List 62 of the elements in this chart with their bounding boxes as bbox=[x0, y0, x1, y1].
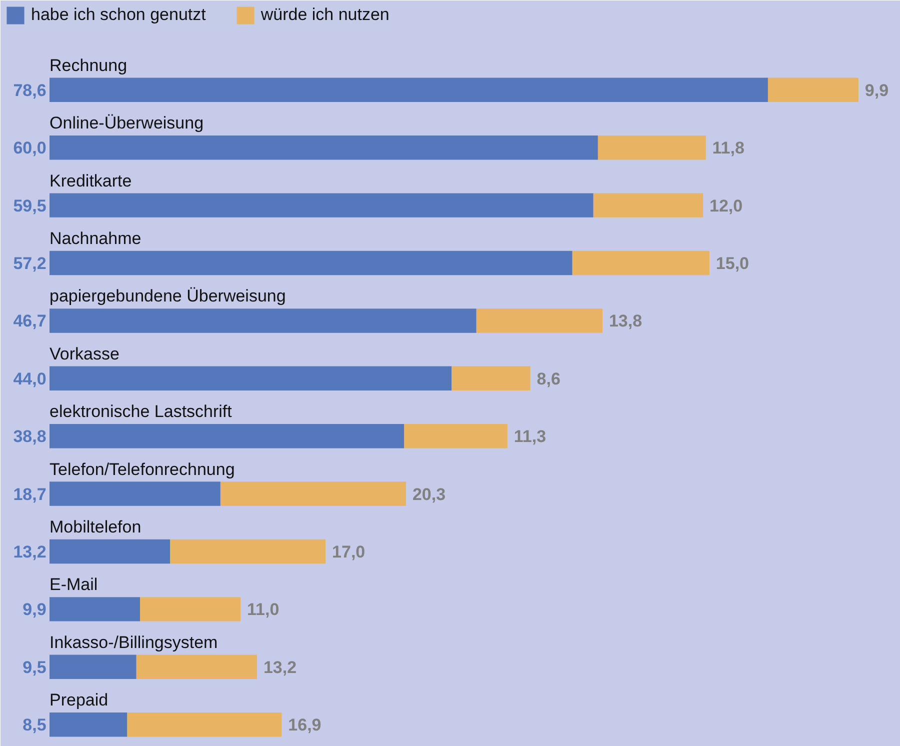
y-tick-label: Telefon/Telefonrechnung bbox=[50, 460, 235, 479]
legend-label: habe ich schon genutzt bbox=[31, 5, 206, 25]
data-label: 13,8 bbox=[608, 312, 642, 331]
data-label: 11,8 bbox=[712, 138, 744, 158]
data-label: 44,0 bbox=[13, 369, 46, 388]
data-label: 78,6 bbox=[13, 80, 46, 100]
data-label: 16,9 bbox=[288, 716, 322, 735]
data-label: 17,0 bbox=[332, 542, 366, 562]
y-tick-label: Inkasso-/Billingsystem bbox=[50, 632, 218, 652]
y-tick-label: Online-Überweisung bbox=[50, 114, 204, 133]
bar bbox=[50, 136, 598, 160]
data-label: 57,2 bbox=[13, 254, 46, 274]
bar bbox=[136, 654, 258, 679]
data-label: 9,5 bbox=[22, 658, 46, 677]
bar bbox=[768, 78, 858, 102]
y-tick-label: Vorkasse bbox=[50, 344, 120, 364]
y-tick-label: Prepaid bbox=[50, 690, 108, 710]
data-label: 13,2 bbox=[263, 658, 297, 677]
y-tick-label: E-Mail bbox=[50, 575, 98, 594]
data-label: 11,0 bbox=[247, 600, 280, 620]
bar bbox=[598, 136, 706, 160]
bar bbox=[50, 78, 768, 102]
bar bbox=[404, 424, 508, 448]
legend-label: würde ich nutzen bbox=[260, 5, 390, 25]
bar bbox=[50, 424, 404, 448]
bar bbox=[140, 597, 241, 622]
data-label: 15,0 bbox=[716, 254, 750, 274]
bar bbox=[50, 654, 136, 679]
data-label: 60,0 bbox=[13, 138, 46, 158]
data-label: 9,9 bbox=[22, 600, 46, 620]
bar bbox=[50, 308, 476, 333]
bar bbox=[593, 193, 704, 218]
bar bbox=[50, 482, 220, 506]
data-label: 20,3 bbox=[412, 484, 446, 504]
bar bbox=[50, 366, 452, 391]
data-label: 46,7 bbox=[13, 312, 46, 331]
data-label: 12,0 bbox=[710, 196, 743, 216]
bar bbox=[50, 712, 128, 737]
data-label: 11,3 bbox=[514, 427, 546, 446]
bar bbox=[50, 597, 140, 622]
data-label: 18,7 bbox=[13, 484, 46, 504]
bar bbox=[50, 193, 594, 218]
bar bbox=[220, 482, 406, 506]
data-label: 59,5 bbox=[13, 196, 46, 216]
y-tick-label: Nachnahme bbox=[50, 229, 142, 248]
y-tick-label: Mobiltelefon bbox=[50, 517, 142, 536]
bar bbox=[452, 366, 530, 391]
data-label: 13,2 bbox=[13, 542, 46, 562]
data-label: 38,8 bbox=[13, 427, 46, 446]
bar bbox=[476, 308, 603, 333]
data-label: 8,5 bbox=[22, 716, 46, 735]
data-label: 8,6 bbox=[536, 369, 560, 388]
bar bbox=[170, 539, 326, 564]
y-tick-label: Rechnung bbox=[50, 56, 128, 75]
y-tick-label: papiergebundene Überweisung bbox=[50, 286, 286, 306]
bar bbox=[572, 250, 710, 276]
bar bbox=[50, 539, 170, 564]
data-label: 9,9 bbox=[864, 80, 889, 100]
bar bbox=[127, 712, 282, 737]
y-tick-label: Kreditkarte bbox=[50, 171, 132, 190]
y-tick-label: elektronische Lastschrift bbox=[50, 402, 232, 422]
bar bbox=[50, 250, 572, 276]
